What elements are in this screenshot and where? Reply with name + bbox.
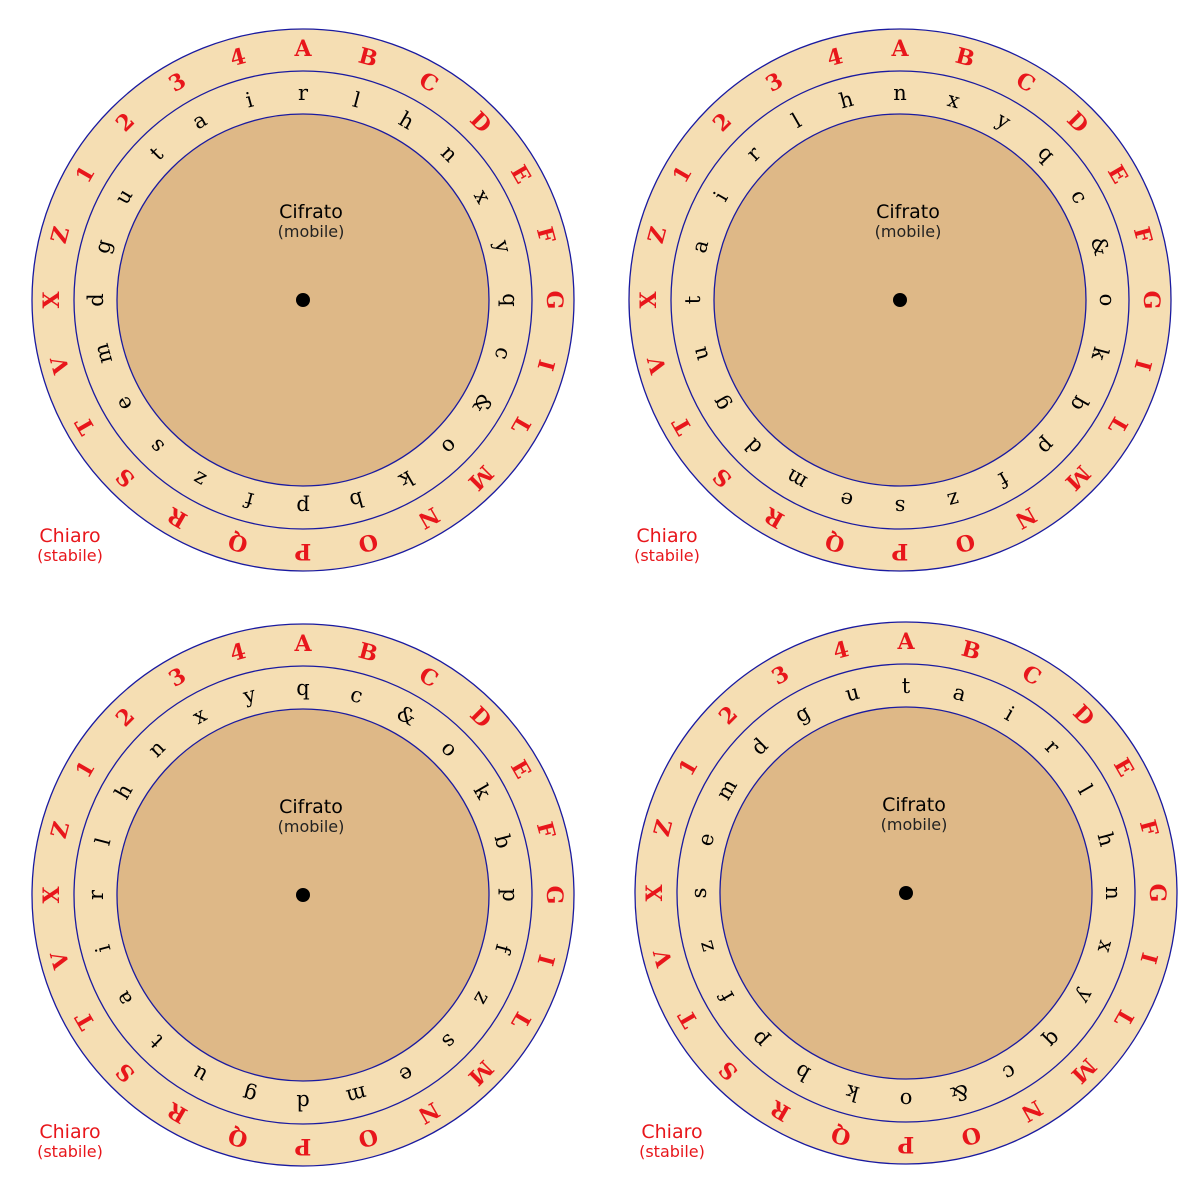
plain-letter: F: [531, 819, 560, 841]
cipher-letter: o: [900, 1088, 913, 1112]
plain-letter: G: [541, 886, 567, 905]
outer-ring-sublabel: (stabile): [639, 1142, 705, 1161]
plain-letter: 4: [824, 43, 846, 72]
inner-disk-subtitle: (mobile): [278, 222, 345, 241]
outer-ring-label: Chiaro: [39, 525, 100, 547]
plain-letter: A: [890, 36, 909, 62]
cipher-letter: e: [837, 487, 855, 513]
plain-letter: A: [293, 36, 312, 62]
cipher-letter: p: [498, 888, 522, 901]
cipher-letter: t: [902, 674, 911, 698]
cipher-letter: g: [240, 1082, 259, 1109]
plain-letter: Z: [649, 817, 678, 839]
cipher-letter: q: [498, 293, 522, 306]
cipher-letter: e: [693, 830, 719, 848]
cipher-letter: d: [84, 293, 108, 306]
plain-letter: 4: [227, 638, 249, 667]
plain-letter: A: [293, 631, 312, 657]
cipher-letter: h: [1093, 830, 1120, 849]
plain-letter: Z: [643, 224, 672, 246]
cipher-letter: r: [84, 889, 108, 900]
inner-disk-subtitle: (mobile): [278, 817, 345, 836]
cipher-letter: r: [298, 81, 309, 105]
outer-ring-label: Chiaro: [641, 1121, 702, 1143]
cipher-letter: y: [490, 237, 517, 256]
center-pivot-dot: [899, 886, 913, 900]
center-pivot-dot: [893, 293, 907, 307]
inner-disk-title: Cifrato: [882, 794, 946, 816]
plain-letter: P: [892, 538, 909, 564]
cipher-letter: b: [490, 832, 517, 851]
inner-disk-subtitle: (mobile): [881, 815, 948, 834]
cipher-letter: t: [681, 295, 705, 304]
cipher-letter: u: [843, 680, 862, 707]
cipher-letter: a: [950, 680, 968, 706]
cipher-letter: s: [687, 888, 711, 899]
cipher-letter: n: [893, 81, 907, 105]
outer-ring-sublabel: (stabile): [37, 546, 103, 565]
inner-disk-title: Cifrato: [876, 201, 940, 223]
plain-letter: X: [642, 884, 668, 902]
cipher-letter: d: [296, 1090, 309, 1114]
plain-letter: X: [39, 886, 65, 904]
plain-letter: F: [531, 224, 560, 246]
center-pivot-dot: [296, 293, 310, 307]
plain-letter: A: [896, 629, 915, 655]
inner-disk-title: Cifrato: [279, 201, 343, 223]
plain-letter: F: [1134, 817, 1163, 839]
cipher-letter: u: [687, 344, 714, 363]
plain-letter: X: [636, 291, 662, 309]
inner-disk-subtitle: (mobile): [875, 222, 942, 241]
outer-ring-sublabel: (stabile): [634, 546, 700, 565]
plain-letter: 4: [830, 636, 852, 665]
cipher-letter: o: [1095, 294, 1119, 307]
plain-letter: G: [1138, 291, 1164, 310]
cipher-letter: b: [347, 487, 366, 514]
plain-letter: Z: [46, 224, 75, 246]
cipher-letter: q: [296, 676, 309, 700]
cipher-letter: a: [687, 237, 713, 255]
plain-letter: P: [898, 1131, 915, 1157]
cipher-letter: p: [296, 495, 309, 519]
cipher-letter: s: [895, 495, 906, 519]
cipher-letter: y: [240, 682, 259, 709]
plain-letter: G: [1144, 884, 1170, 903]
plain-letter: Z: [46, 819, 75, 841]
plain-letter: P: [295, 1133, 312, 1159]
cipher-letter: g: [90, 237, 117, 256]
outer-ring-label: Chiaro: [636, 525, 697, 547]
plain-letter: 4: [227, 43, 249, 72]
plain-letter: G: [541, 291, 567, 310]
outer-ring-sublabel: (stabile): [37, 1142, 103, 1161]
center-pivot-dot: [296, 888, 310, 902]
cipher-letter: n: [1101, 886, 1125, 900]
plain-letter: P: [295, 538, 312, 564]
plain-letter: F: [1128, 224, 1157, 246]
cipher-letter: h: [837, 87, 856, 114]
inner-disk-title: Cifrato: [279, 796, 343, 818]
outer-ring-label: Chiaro: [39, 1121, 100, 1143]
plain-letter: X: [39, 291, 65, 309]
